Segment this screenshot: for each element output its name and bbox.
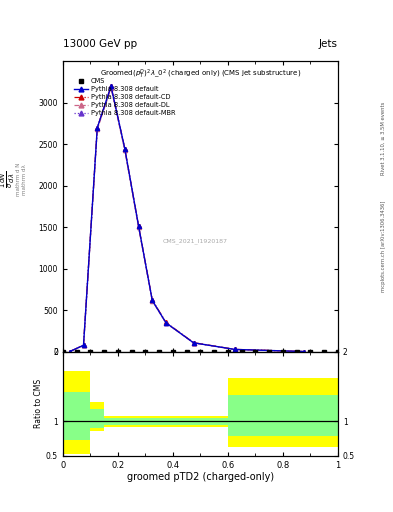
Text: Jets: Jets [319, 38, 338, 49]
Text: CMS_2021_I1920187: CMS_2021_I1920187 [162, 239, 228, 244]
X-axis label: groomed pTD2 (charged-only): groomed pTD2 (charged-only) [127, 472, 274, 482]
Text: Groomed$(p_T^D)^2\lambda\_0^2$ (charged only) (CMS jet substructure): Groomed$(p_T^D)^2\lambda\_0^2$ (charged … [100, 67, 301, 80]
Text: Rivet 3.1.10, ≥ 3.5M events: Rivet 3.1.10, ≥ 3.5M events [381, 101, 386, 175]
Y-axis label: Ratio to CMS: Ratio to CMS [34, 379, 43, 429]
Text: mathrm d N
mathrm dλ: mathrm d N mathrm dλ [16, 162, 27, 196]
Text: $\frac{1}{\sigma}\frac{d N}{d\,\lambda}$: $\frac{1}{\sigma}\frac{d N}{d\,\lambda}$ [0, 170, 17, 188]
Legend: CMS, Pythia 8.308 default, Pythia 8.308 default-CD, Pythia 8.308 default-DL, Pyt: CMS, Pythia 8.308 default, Pythia 8.308 … [72, 76, 178, 118]
Text: mcplots.cern.ch [arXiv:1306.3436]: mcplots.cern.ch [arXiv:1306.3436] [381, 200, 386, 291]
Text: 13000 GeV pp: 13000 GeV pp [63, 38, 137, 49]
